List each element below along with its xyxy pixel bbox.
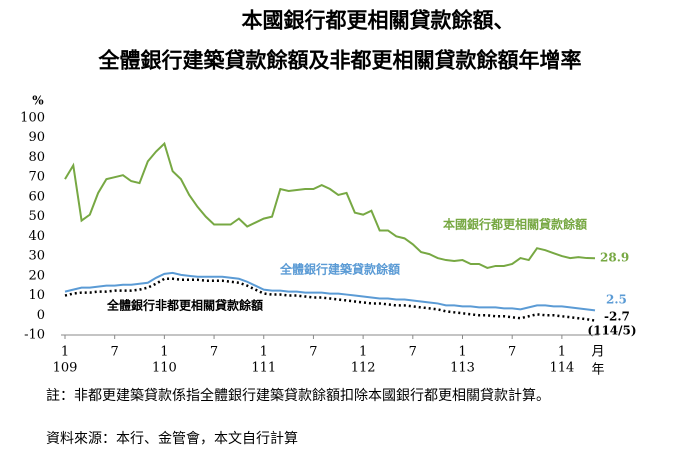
x-tick-label: 7 [309,345,317,360]
y-tick-label: 60 [28,189,45,204]
x-tick-label: 7 [508,345,516,360]
y-tick-label: 30 [28,249,45,264]
end-value-label: 28.9 [600,251,629,265]
end-value-label: 2.5 [606,293,627,307]
x-tick-label: 1 [61,345,69,360]
x-tick-label: 7 [409,345,417,360]
x-year-label: 114 [549,361,574,376]
y-tick-label: 0 [37,308,45,323]
series-line [64,277,596,322]
chart: 本國銀行都更相關貸款餘額、 全體銀行建築貸款餘額及非都更相關貸款餘額年增率 % … [20,8,636,378]
y-tick-label: -10 [24,328,45,343]
x-year-label: 111 [251,361,276,376]
series-label: 全體銀行非都更相關貸款餘額 [106,298,263,313]
x-tick-label: 1 [558,345,566,360]
series-line [64,141,596,269]
y-tick-label: 10 [28,288,45,303]
end-annotation: (114/5) [587,324,636,338]
x-tick-label: 7 [210,345,218,360]
series-label: 本國銀行都更相關貸款餘額 [443,217,587,232]
end-value-label: -2.7 [604,310,630,324]
x-year-label: 109 [53,361,78,376]
source: 資料來源：本行、金管會，本文自行計算 [46,431,298,447]
x-tick-label: 1 [359,345,367,360]
note: 註：非都更建築貸款係指全體銀行建築貸款餘額扣除本國銀行都更相關貸款計算。 [46,388,550,404]
chart-title: 本國銀行都更相關貸款餘額、 [242,8,515,33]
x-year-label: 113 [450,361,475,376]
x-year-label: 110 [152,361,177,376]
x-tick-label: 7 [111,345,119,360]
x-unit: 年 [591,363,604,378]
series-label: 全體銀行建築貸款餘額 [279,262,400,277]
y-tick-label: 50 [28,209,45,224]
y-tick-label: 20 [28,268,45,283]
x-tick-label: 1 [160,345,168,360]
y-tick-label: 70 [28,170,45,185]
y-tick-label: 90 [28,130,45,145]
y-tick-label: 80 [28,150,45,165]
x-year-label: 112 [351,361,376,376]
chart-title: 全體銀行建築貸款餘額及非都更相關貸款餘額年增率 [98,48,582,73]
series-line [64,271,596,312]
x-tick-label: 1 [260,345,268,360]
y-tick-label: 40 [28,229,45,244]
y-tick-label: 100 [20,111,45,126]
x-unit: 月 [591,345,604,360]
x-tick-label: 1 [458,345,466,360]
y-unit: % [32,94,44,108]
